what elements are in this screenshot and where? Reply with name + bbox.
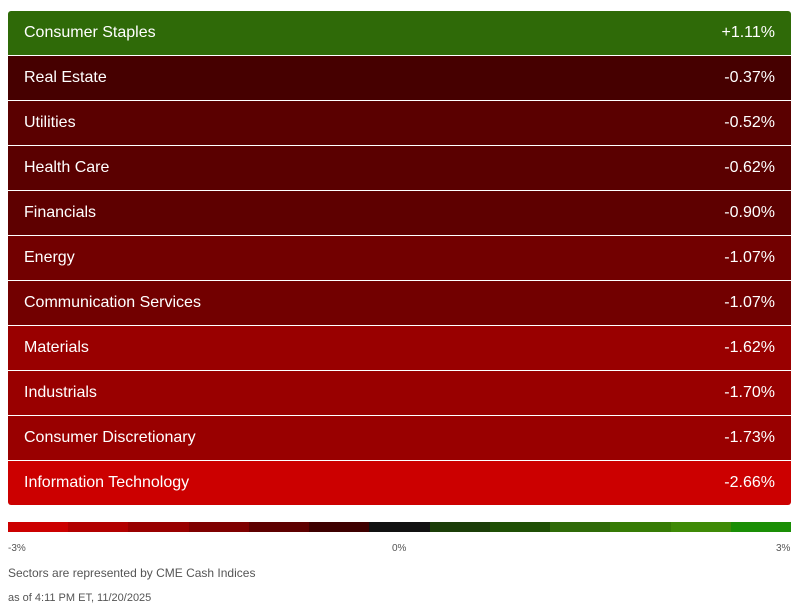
sector-change: -0.90% — [724, 204, 775, 221]
scale-segment — [309, 522, 370, 532]
color-scale-bar — [8, 522, 792, 532]
sector-row[interactable]: Industrials -1.70% — [8, 371, 791, 416]
sector-change: -0.52% — [724, 114, 775, 131]
sector-row[interactable]: Materials -1.62% — [8, 326, 791, 371]
scale-segment — [8, 522, 69, 532]
scale-segment — [610, 522, 671, 532]
scale-segment — [429, 522, 490, 532]
sector-name: Consumer Discretionary — [24, 429, 196, 446]
sector-name: Consumer Staples — [24, 24, 156, 41]
sector-row[interactable]: Consumer Staples +1.11% — [8, 11, 791, 56]
scale-segment — [730, 522, 792, 532]
timestamp: as of 4:11 PM ET, 11/20/2025 — [8, 592, 152, 604]
sector-change: -1.62% — [724, 339, 775, 356]
scale-mid-label: 0% — [392, 543, 407, 554]
scale-max-label: 3% — [776, 543, 791, 554]
sector-row[interactable]: Real Estate -0.37% — [8, 56, 791, 101]
sector-name: Health Care — [24, 159, 110, 176]
scale-segment — [489, 522, 551, 532]
sector-name: Utilities — [24, 114, 76, 131]
sector-row[interactable]: Energy -1.07% — [8, 236, 791, 281]
sector-row[interactable]: Health Care -0.62% — [8, 146, 791, 191]
sector-row[interactable]: Communication Services -1.07% — [8, 281, 791, 326]
sector-change: -0.37% — [724, 69, 775, 86]
sector-row[interactable]: Information Technology -2.66% — [8, 461, 791, 505]
sector-change: +1.11% — [721, 24, 775, 41]
sector-row[interactable]: Consumer Discretionary -1.73% — [8, 416, 791, 461]
sector-change: -2.66% — [724, 474, 775, 491]
sector-name: Communication Services — [24, 294, 201, 311]
sector-name: Real Estate — [24, 69, 107, 86]
sector-name: Energy — [24, 249, 75, 266]
sector-change: -1.07% — [724, 249, 775, 266]
sector-row[interactable]: Financials -0.90% — [8, 191, 791, 236]
sector-change: -1.70% — [724, 384, 775, 401]
scale-segment — [248, 522, 310, 532]
sector-name: Financials — [24, 204, 97, 221]
sector-name: Materials — [24, 339, 89, 356]
sector-change: -0.62% — [724, 159, 775, 176]
sector-change: -1.07% — [724, 294, 775, 311]
scale-segment — [188, 522, 249, 532]
sector-change: -1.73% — [724, 429, 775, 446]
scale-segment — [670, 522, 731, 532]
scale-min-label: -3% — [8, 543, 26, 554]
scale-segment — [550, 522, 611, 532]
source-note: Sectors are represented by CME Cash Indi… — [8, 566, 256, 580]
sector-name: Information Technology — [24, 474, 190, 491]
scale-segment — [128, 522, 189, 532]
sector-list: Consumer Staples +1.11% Real Estate -0.37% U… — [8, 11, 791, 505]
sector-name: Industrials — [24, 384, 97, 401]
sector-row[interactable]: Utilities -0.52% — [8, 101, 791, 146]
scale-segment — [369, 522, 430, 532]
scale-segment — [68, 522, 129, 532]
